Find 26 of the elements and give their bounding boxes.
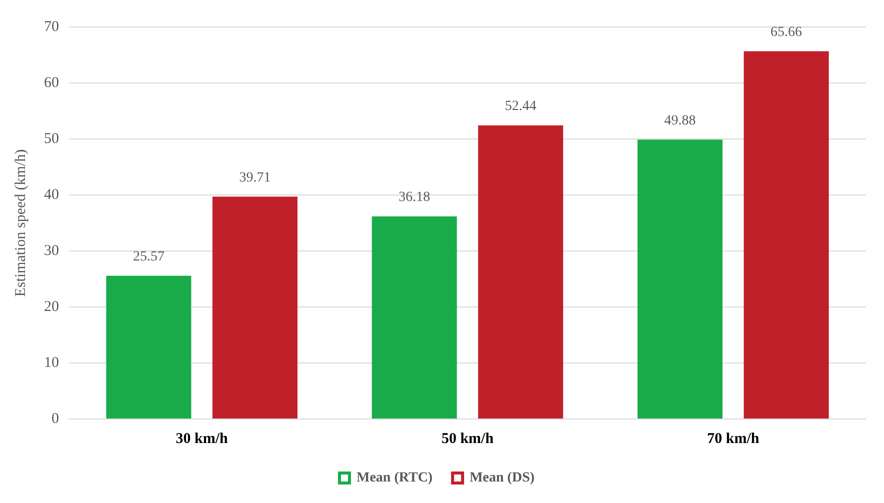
y-tick-label: 40 xyxy=(44,186,59,203)
bar xyxy=(478,125,564,418)
data-label: 49.88 xyxy=(664,113,696,128)
bar xyxy=(638,140,723,418)
y-axis-title: Estimation speed (km/h) xyxy=(12,149,29,297)
y-tick-label: 60 xyxy=(44,74,59,91)
data-label: 36.18 xyxy=(398,190,430,206)
y-tick-label: 50 xyxy=(44,130,59,147)
y-tick-label: 70 xyxy=(44,18,59,35)
bar xyxy=(372,216,457,418)
bar xyxy=(106,276,192,418)
y-tick-label: 10 xyxy=(44,354,59,371)
bar xyxy=(212,196,298,418)
y-tick-label: 20 xyxy=(44,298,59,315)
y-tick-label: 30 xyxy=(44,242,59,259)
data-label: 25.57 xyxy=(132,249,164,264)
data-label: 39.71 xyxy=(239,170,271,186)
data-label: 52.44 xyxy=(504,99,536,114)
y-tick-label: 0 xyxy=(52,410,59,427)
data-label: 65.66 xyxy=(770,24,802,40)
legend-label: Mean (RTC) xyxy=(356,470,433,486)
x-tick-label: 30 km/h xyxy=(176,430,229,447)
x-tick-label: 50 km/h xyxy=(441,430,494,447)
legend-label: Mean (DS) xyxy=(470,470,535,486)
x-tick-label: 70 km/h xyxy=(707,430,760,447)
bar xyxy=(744,51,829,418)
